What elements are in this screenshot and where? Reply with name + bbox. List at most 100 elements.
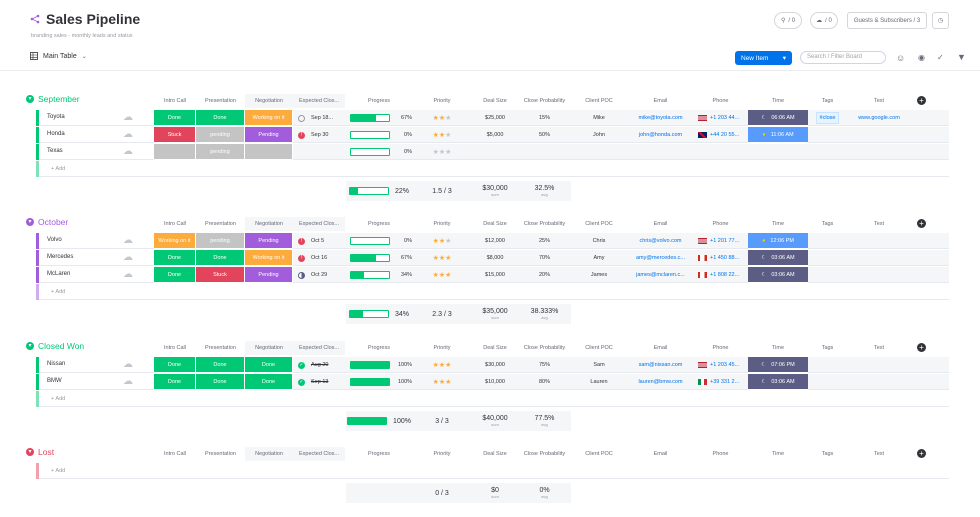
status-neg[interactable]: Pending <box>245 127 293 143</box>
text-cell[interactable] <box>847 357 911 373</box>
date-cell[interactable] <box>293 144 345 160</box>
column-header[interactable]: Text <box>873 221 885 227</box>
comment-icon[interactable]: ☁ <box>123 376 133 387</box>
add-item-row[interactable]: + Add <box>39 284 949 300</box>
email-link[interactable]: chris@volvo.com <box>639 238 682 244</box>
status-neg[interactable]: Done <box>245 357 293 373</box>
progress-cell[interactable]: 67% <box>346 110 412 126</box>
comment-icon[interactable]: ☁ <box>123 359 133 370</box>
priority-rating[interactable]: ★ ★ ★ <box>412 250 472 266</box>
add-item-row[interactable]: + Add <box>39 161 949 177</box>
star-icon[interactable]: ★ <box>432 238 439 245</box>
time-cell[interactable]: ☾ 06:06 AM <box>748 110 808 126</box>
group-title[interactable]: Lost <box>38 447 55 457</box>
group-title[interactable]: October <box>38 217 69 227</box>
prob-cell[interactable] <box>518 144 571 160</box>
star-icon[interactable]: ★ <box>445 379 452 386</box>
search-filter-input[interactable]: Search / Filter Board <box>800 51 886 64</box>
updates-button[interactable]: ☁/ 0 <box>810 12 838 29</box>
star-icon[interactable]: ★ <box>445 149 452 156</box>
item-name[interactable]: Nissan <box>47 361 66 367</box>
prob-cell[interactable]: 15% <box>538 115 550 121</box>
column-header[interactable]: Time <box>771 221 785 227</box>
email-cell[interactable] <box>627 144 694 160</box>
status-intro[interactable]: Done <box>154 250 196 266</box>
add-column-icon[interactable]: + <box>917 219 926 228</box>
pin-icon[interactable]: ✓ <box>937 53 944 62</box>
deal-cell[interactable]: $5,000 <box>486 132 504 138</box>
email-cell[interactable]: amy@mercedes.c... <box>627 250 694 266</box>
item-name-cell[interactable]: Nissan ☁ <box>39 357 154 373</box>
priority-rating[interactable]: ★ ★ ★ <box>412 144 472 160</box>
star-icon[interactable]: ★ <box>445 132 452 139</box>
column-header[interactable]: Time <box>771 451 785 457</box>
email-cell[interactable]: james@mclaren.c... <box>627 267 694 283</box>
column-header[interactable]: Expected Clos... <box>293 447 345 461</box>
star-icon[interactable]: ★ <box>445 362 452 369</box>
item-name[interactable]: McLaren <box>47 271 71 277</box>
column-header[interactable]: Client POC <box>585 451 613 457</box>
email-link[interactable]: john@honda.com <box>638 132 683 138</box>
priority-rating[interactable]: ★ ★ ★ <box>412 357 472 373</box>
email-link[interactable]: mike@toyota.com <box>638 115 683 121</box>
item-name-cell[interactable]: BMW ☁ <box>39 374 154 390</box>
activity-button[interactable]: ⚲/ 0 <box>774 12 802 29</box>
tags-cell[interactable]: #close <box>808 110 847 126</box>
column-header[interactable]: Deal Size <box>483 221 507 227</box>
column-header[interactable]: Deal Size <box>483 345 507 351</box>
column-header[interactable]: Intro Call <box>163 345 186 351</box>
group-title[interactable]: Closed Won <box>38 341 85 351</box>
text-cell[interactable] <box>847 374 911 390</box>
activity-log-button[interactable]: ◷ <box>932 12 949 29</box>
column-header[interactable]: Close Probability <box>523 98 566 104</box>
email-cell[interactable]: mike@toyota.com <box>627 110 694 126</box>
star-icon[interactable]: ★ <box>432 379 439 386</box>
add-item-row[interactable]: + Add <box>39 391 949 407</box>
column-header[interactable]: Expected Clos... <box>293 94 345 108</box>
tags-cell[interactable] <box>808 267 847 283</box>
star-icon[interactable]: ★ <box>445 115 452 122</box>
star-icon[interactable]: ★ <box>438 362 446 369</box>
comment-icon[interactable]: ☁ <box>123 129 133 140</box>
star-icon[interactable]: ★ <box>438 272 446 279</box>
status-neg[interactable]: Pending <box>245 233 293 249</box>
email-link[interactable]: sam@nissan.com <box>638 362 683 368</box>
status-pres[interactable]: Done <box>196 250 245 266</box>
status-intro[interactable]: Stuck <box>154 127 196 143</box>
star-icon[interactable]: ★ <box>438 115 446 122</box>
progress-cell[interactable]: 34% <box>346 267 412 283</box>
email-cell[interactable]: sam@nissan.com <box>627 357 694 373</box>
date-cell[interactable]: ✓ Sep 13 <box>293 374 345 390</box>
add-column-icon[interactable]: + <box>917 96 926 105</box>
column-header[interactable]: Phone <box>712 451 729 457</box>
status-intro[interactable] <box>154 144 196 160</box>
column-header[interactable]: Time <box>771 345 785 351</box>
column-header[interactable]: Close Probability <box>523 221 566 227</box>
item-name[interactable]: Mercedes <box>47 254 74 260</box>
column-header[interactable]: Tags <box>821 345 834 351</box>
poc-cell[interactable]: James <box>590 272 608 278</box>
share-icon[interactable] <box>30 14 40 24</box>
status-neg[interactable]: Pending <box>245 267 293 283</box>
progress-cell[interactable]: 67% <box>346 250 412 266</box>
column-header[interactable]: Intro Call <box>163 221 186 227</box>
column-header[interactable]: Intro Call <box>163 98 186 104</box>
star-icon[interactable]: ★ <box>445 255 452 262</box>
date-cell[interactable]: ! Oct 5 <box>293 233 345 249</box>
group-header[interactable]: ▾ September <box>26 94 80 104</box>
deal-cell[interactable]: $10,000 <box>485 379 505 385</box>
deal-cell[interactable]: $12,000 <box>485 238 505 244</box>
column-header[interactable]: Phone <box>712 221 729 227</box>
column-header[interactable]: Client POC <box>585 221 613 227</box>
item-name[interactable]: BMW <box>47 378 62 384</box>
add-column-icon[interactable]: + <box>917 343 926 352</box>
column-header[interactable]: Email <box>653 345 668 351</box>
status-pres[interactable]: pending <box>196 127 245 143</box>
progress-cell[interactable]: 100% <box>346 374 412 390</box>
tags-cell[interactable] <box>808 357 847 373</box>
person-filter-icon[interactable]: ☺ <box>896 53 906 63</box>
item-name[interactable]: Honda <box>47 131 65 137</box>
email-link[interactable]: lauren@bmw.com <box>638 379 683 385</box>
phone-cell[interactable]: +1 203 45... <box>694 357 747 373</box>
date-cell[interactable]: ! Oct 16 <box>293 250 345 266</box>
